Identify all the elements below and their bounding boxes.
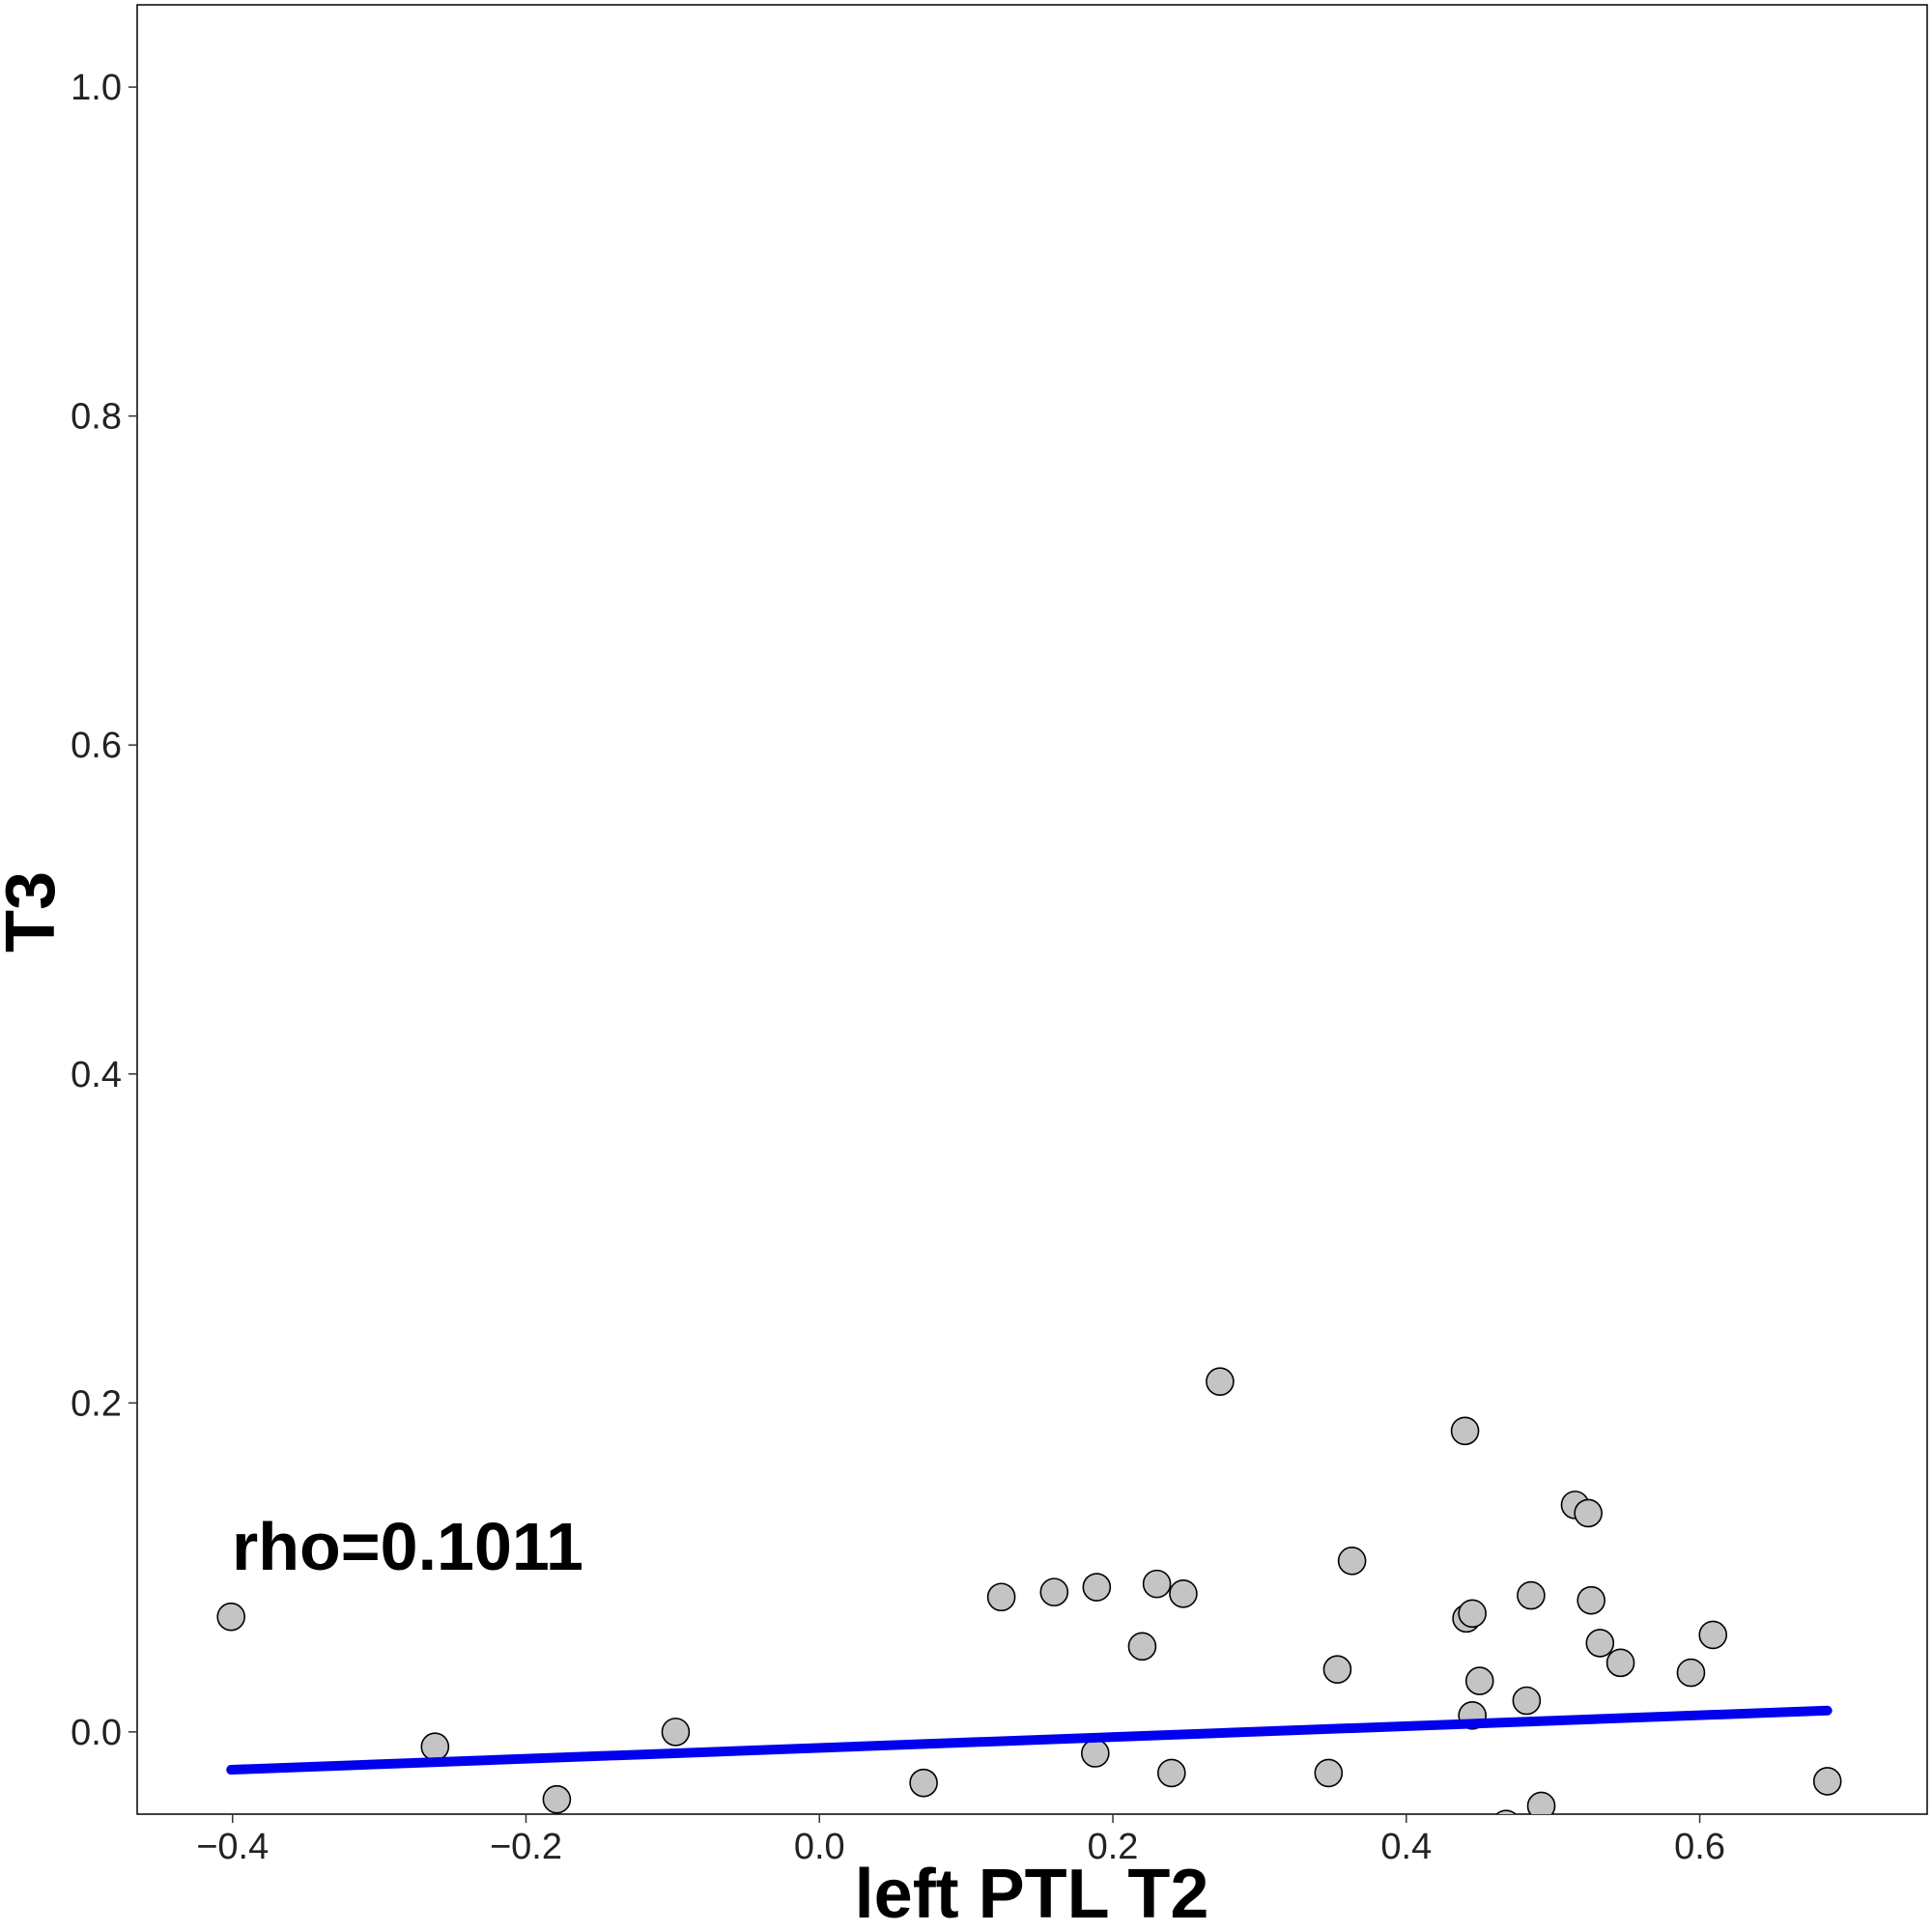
data-point: [420, 1732, 450, 1761]
data-point: [542, 1784, 572, 1814]
data-point: [1517, 1580, 1546, 1610]
plot-panel: [136, 4, 1928, 1815]
data-point: [1464, 1666, 1494, 1695]
data-points: [216, 1367, 1842, 1814]
x-axis-title: left PTL T2: [855, 1856, 1209, 1932]
y-tick-label: 0.8: [71, 397, 122, 438]
data-point: [1812, 1767, 1842, 1796]
y-tick-label: 0.0: [71, 1713, 122, 1753]
data-point: [1127, 1632, 1157, 1662]
data-point: [1142, 1569, 1172, 1599]
data-point: [1081, 1739, 1110, 1768]
data-point: [216, 1602, 246, 1632]
y-tick-label: 0.2: [71, 1383, 122, 1424]
x-tick-label: 0.4: [1380, 1827, 1432, 1867]
data-point: [1322, 1655, 1352, 1684]
data-point: [1512, 1686, 1542, 1716]
data-point: [1577, 1585, 1605, 1615]
data-point: [1039, 1577, 1069, 1606]
x-tick-label: 0.6: [1674, 1827, 1725, 1867]
data-point: [1314, 1758, 1344, 1788]
data-point: [909, 1768, 938, 1798]
data-point: [1169, 1579, 1198, 1608]
y-tick-label: 0.4: [71, 1055, 122, 1095]
x-tick-label: 0.2: [1088, 1827, 1139, 1867]
y-tick-label: 1.0: [71, 68, 122, 108]
x-tick-label: −0.4: [196, 1827, 269, 1867]
data-point: [1585, 1629, 1615, 1658]
data-point: [1458, 1599, 1487, 1629]
data-point: [1676, 1658, 1706, 1688]
data-point: [1495, 1809, 1517, 1814]
data-point: [1698, 1620, 1728, 1650]
data-point: [1156, 1758, 1186, 1788]
data-point: [1450, 1416, 1480, 1446]
correlation-annotation: rho=0.1011: [232, 1509, 583, 1584]
y-axis-title: T3: [0, 871, 70, 952]
data-point: [986, 1582, 1016, 1612]
data-point: [1526, 1791, 1556, 1814]
regression-line: [226, 1705, 1833, 1776]
regression-line-group: [226, 1705, 1833, 1776]
data-point: [661, 1718, 691, 1747]
y-axis: 0.0 0.2 0.4 0.6 0.8 1.0: [71, 68, 137, 1753]
data-point: [1082, 1573, 1112, 1602]
data-point: [1337, 1546, 1367, 1576]
data-point: [1574, 1498, 1603, 1528]
data-point: [1605, 1648, 1635, 1678]
y-tick-label: 0.6: [71, 725, 122, 766]
x-axis: −0.4 −0.2 0.0 0.2 0.4 0.6: [196, 1814, 1725, 1867]
data-point: [1206, 1367, 1235, 1396]
x-tick-label: 0.0: [794, 1827, 845, 1867]
x-tick-label: −0.2: [490, 1827, 562, 1867]
